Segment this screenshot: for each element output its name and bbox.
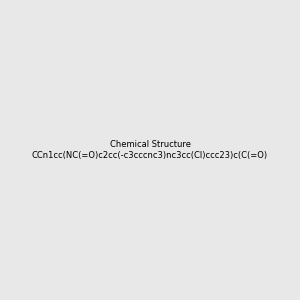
- Text: Chemical Structure
CCn1cc(NC(=O)c2cc(-c3cccnc3)nc3cc(Cl)ccc23)c(C(=O): Chemical Structure CCn1cc(NC(=O)c2cc(-c3…: [32, 140, 268, 160]
